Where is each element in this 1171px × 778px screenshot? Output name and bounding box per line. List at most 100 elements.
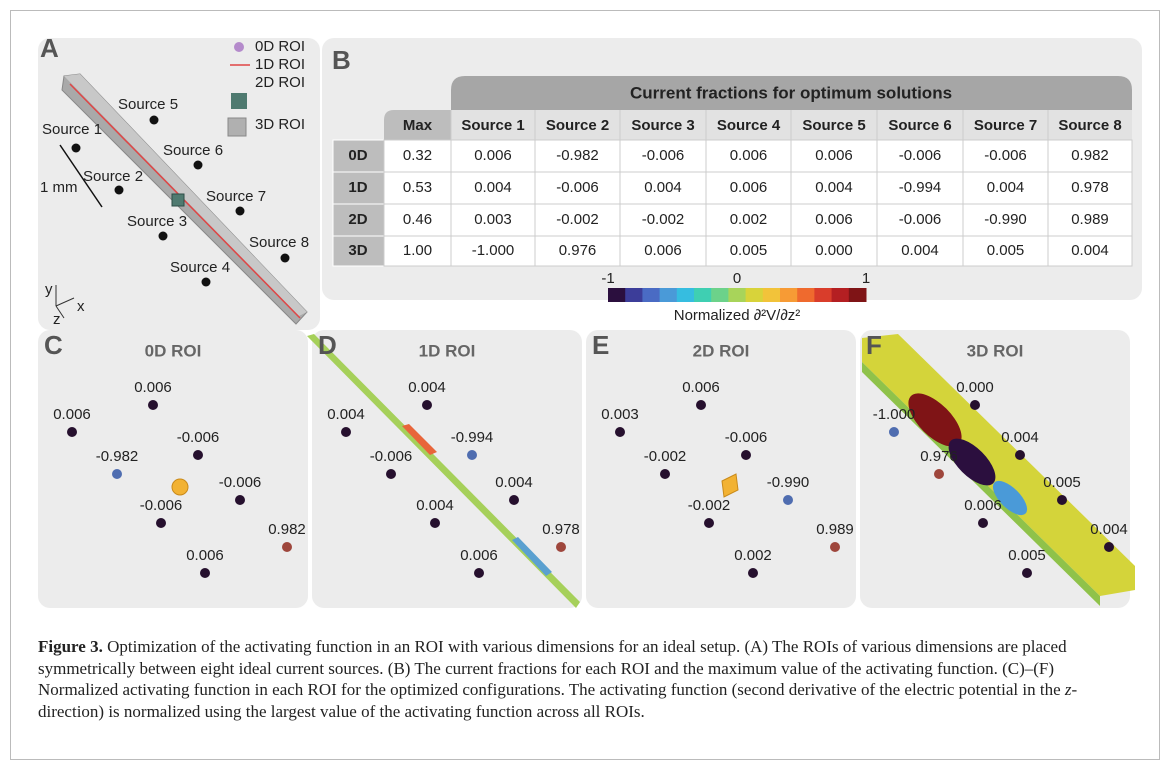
source-value: -0.990 — [767, 474, 810, 491]
source-dot — [430, 518, 440, 528]
source-label: Source 8 — [249, 234, 309, 251]
legend-label: 1D ROI — [255, 56, 305, 73]
panel-label: D — [318, 330, 337, 360]
table-cell: 0.982 — [1071, 147, 1109, 164]
column-header: Source 7 — [974, 117, 1037, 134]
source-value: 0.006 — [460, 547, 498, 564]
source-value: 0.004 — [416, 497, 454, 514]
source-dot — [1104, 542, 1114, 552]
row-header: 3D — [348, 242, 367, 259]
legend-label: 0D ROI — [255, 38, 305, 55]
colorbar-tick: -1 — [601, 270, 614, 287]
source-dot — [148, 400, 158, 410]
column-header: Source 5 — [802, 117, 865, 134]
source-value: 0.002 — [734, 547, 772, 564]
source-label: Source 2 — [83, 168, 143, 185]
table-title: Current fractions for optimum solutions — [630, 83, 952, 102]
source-label: Source 1 — [42, 121, 102, 138]
table-cell: 0.006 — [730, 179, 768, 196]
colorbar-tick: 0 — [733, 270, 741, 287]
table-cell: 0.003 — [474, 211, 512, 228]
source-value: 0.005 — [1043, 474, 1081, 491]
source-dot — [235, 495, 245, 505]
source-value: 0.006 — [134, 379, 172, 396]
table-cell: -0.006 — [899, 211, 942, 228]
table-cell: -1.000 — [472, 242, 515, 259]
colorbar-cell — [608, 288, 626, 302]
panel-title: 0D ROI — [145, 341, 202, 360]
colorbar-cell — [746, 288, 764, 302]
page: A0D ROI1D ROI2D ROI3D ROISource 1Source … — [0, 0, 1171, 778]
source-label: Source 3 — [127, 213, 187, 230]
row-header: 2D — [348, 211, 367, 228]
source-dot — [741, 450, 751, 460]
colorbar-cell — [660, 288, 678, 302]
legend-label: 3D ROI — [255, 116, 305, 133]
table-cell: 0.989 — [1071, 211, 1109, 228]
source-dot — [150, 116, 159, 125]
table-cell: -0.002 — [556, 211, 599, 228]
table-cell: 0.004 — [474, 179, 512, 196]
table-cell: 0.005 — [730, 242, 768, 259]
table-cell: -0.006 — [642, 147, 685, 164]
legend-0d — [234, 42, 244, 52]
source-dot — [115, 186, 124, 195]
colorbar-cell — [832, 288, 850, 302]
panel-bg — [586, 330, 856, 608]
source-label: Source 4 — [170, 259, 230, 276]
table-cell: 0.32 — [403, 147, 432, 164]
table-cell: 0.000 — [815, 242, 853, 259]
source-value: -0.006 — [177, 429, 220, 446]
colorbar-cell — [814, 288, 832, 302]
table-cell: 0.006 — [644, 242, 682, 259]
colorbar-cell — [642, 288, 660, 302]
column-header: Source 3 — [631, 117, 694, 134]
table-cell: 0.004 — [644, 179, 682, 196]
source-dot — [202, 278, 211, 287]
table-cell: -0.006 — [984, 147, 1027, 164]
source-value: 0.005 — [1008, 547, 1046, 564]
source-dot — [156, 518, 166, 528]
colorbar-cell — [711, 288, 729, 302]
colorbar-cell — [780, 288, 798, 302]
colorbar-cell — [625, 288, 643, 302]
source-value: 0.989 — [816, 521, 854, 538]
source-dot — [615, 427, 625, 437]
source-label: Source 5 — [118, 96, 178, 113]
panel-label: A — [40, 33, 59, 63]
source-dot — [934, 469, 944, 479]
colorbar-cell — [849, 288, 867, 302]
source-dot — [341, 427, 351, 437]
source-dot — [112, 469, 122, 479]
column-header: Source 2 — [546, 117, 609, 134]
source-dot — [422, 400, 432, 410]
source-value: -0.006 — [219, 474, 262, 491]
panel-bg — [38, 330, 308, 608]
source-dot — [72, 144, 81, 153]
panel-title: 1D ROI — [419, 341, 476, 360]
column-header: Source 1 — [461, 117, 524, 134]
source-value: 0.004 — [327, 406, 365, 423]
table-cell: -0.990 — [984, 211, 1027, 228]
source-value: -0.002 — [688, 497, 731, 514]
table-cell: 0.976 — [559, 242, 597, 259]
source-value: 0.978 — [542, 521, 580, 538]
table-cell: 0.004 — [815, 179, 853, 196]
source-dot — [1057, 495, 1067, 505]
column-header: Source 6 — [888, 117, 951, 134]
source-value: -0.982 — [96, 448, 139, 465]
table-cell: 0.006 — [474, 147, 512, 164]
colorbar-label: Normalized ∂²V/∂z² — [674, 307, 801, 324]
table-cell: -0.994 — [899, 179, 942, 196]
roi-2d — [172, 194, 184, 206]
table-cell: 0.004 — [1071, 242, 1109, 259]
source-dot — [282, 542, 292, 552]
source-dot — [704, 518, 714, 528]
table-cell: 1.00 — [403, 242, 432, 259]
panel-title: 2D ROI — [693, 341, 750, 360]
source-value: 0.976 — [920, 448, 958, 465]
table-cell: 0.006 — [815, 147, 853, 164]
source-dot — [783, 495, 793, 505]
colorbar-cell — [728, 288, 746, 302]
